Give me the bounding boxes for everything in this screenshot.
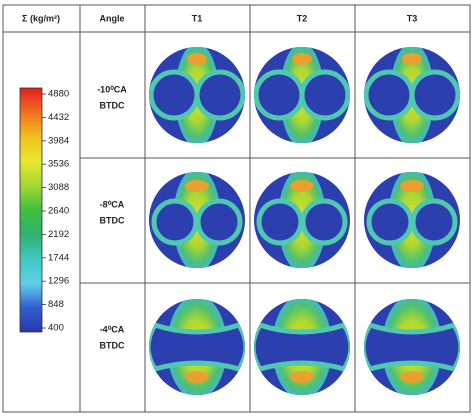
- table-border: [2, 4, 471, 413]
- contour-image: [254, 168, 350, 272]
- angle-label: BTDC: [100, 100, 125, 110]
- header-cell: T1: [192, 13, 203, 23]
- colorbar-label: 400: [48, 323, 64, 334]
- colorbar-label: 848: [48, 299, 64, 310]
- colorbar-label: 3984: [48, 135, 69, 146]
- colorbar-label: 3536: [48, 159, 69, 170]
- contour-image: [149, 168, 245, 272]
- angle-label: -10⁰CA: [97, 84, 127, 94]
- colorbar-label: 1296: [48, 276, 69, 287]
- angle-label: BTDC: [100, 215, 125, 225]
- contour-image: [253, 295, 351, 399]
- contour-image: [148, 295, 246, 399]
- colorbar-label: 1744: [48, 252, 69, 263]
- colorbar-label: 3088: [48, 182, 69, 193]
- contour-image: [149, 43, 245, 147]
- contour-image: [364, 168, 460, 272]
- header-cell: T2: [297, 13, 308, 23]
- legend-title: Σ (kg/m²): [22, 13, 60, 23]
- angle-label: BTDC: [100, 340, 125, 350]
- contour-image: [363, 295, 461, 399]
- contour-image: [364, 43, 460, 147]
- angle-label: -8⁰CA: [100, 199, 125, 209]
- colorbar-label: 4432: [48, 112, 69, 123]
- header-cell: T3: [407, 13, 418, 23]
- contour-image: [254, 43, 350, 147]
- header-cell: Angle: [99, 13, 124, 23]
- angle-label: -4⁰CA: [100, 324, 125, 334]
- colorbar-label: 2192: [48, 229, 69, 240]
- colorbar-label: 4880: [48, 89, 69, 100]
- colorbar: [19, 87, 43, 333]
- colorbar-label: 2640: [48, 206, 69, 217]
